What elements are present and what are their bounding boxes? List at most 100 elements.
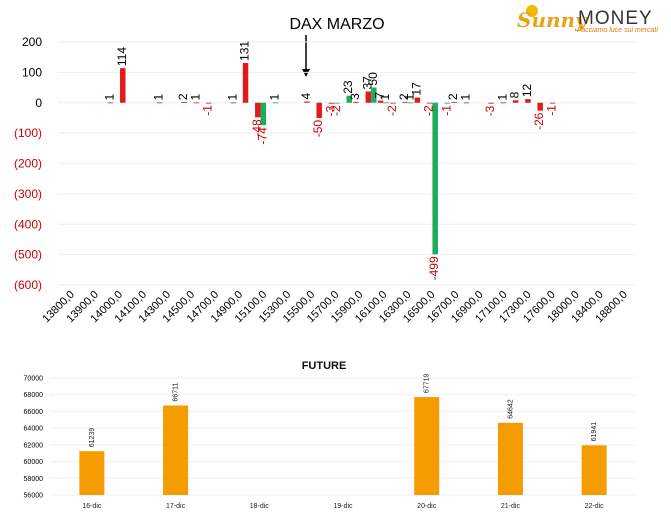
- bar: [414, 97, 421, 103]
- data-label: 131: [238, 41, 252, 61]
- y-tick-label: (500): [14, 248, 42, 262]
- bar: [156, 102, 163, 104]
- x-tick-label: 19-dic: [333, 503, 353, 510]
- bar: [426, 102, 433, 104]
- bar: [255, 102, 261, 118]
- bar: [581, 445, 607, 495]
- data-label: 23: [341, 80, 355, 94]
- bar: [407, 102, 414, 104]
- data-label: 1: [102, 93, 116, 100]
- y-tick-label: 200: [22, 35, 42, 49]
- bar: [390, 102, 396, 104]
- data-label: -2: [422, 105, 436, 116]
- y-tick-label: 64000: [24, 426, 44, 433]
- bar: [365, 91, 372, 103]
- bar: [537, 102, 543, 111]
- data-label: 4: [299, 93, 313, 100]
- y-tick-label: 68000: [24, 392, 44, 399]
- bar: [334, 102, 340, 104]
- data-label: 2: [446, 93, 460, 100]
- data-label: 12: [520, 83, 534, 97]
- data-label: 61941: [591, 422, 598, 442]
- data-label: 7: [373, 92, 387, 99]
- bar: [451, 102, 457, 103]
- x-tick-label: 18-dic: [250, 503, 270, 510]
- y-tick-label: (400): [14, 217, 42, 231]
- bar: [120, 68, 126, 103]
- future-chart-title: FUTURE: [302, 360, 347, 372]
- data-label: 3: [348, 93, 362, 100]
- data-label: 2: [397, 93, 411, 100]
- y-tick-label: (300): [14, 187, 42, 201]
- data-label: -74: [255, 127, 269, 145]
- data-label: 1: [188, 93, 202, 100]
- y-tick-label: 66000: [24, 409, 44, 416]
- data-label: -1: [201, 105, 215, 116]
- bar: [328, 102, 335, 104]
- data-label: -499: [427, 256, 441, 280]
- data-label: -3: [323, 105, 337, 116]
- data-label: 1: [152, 93, 166, 100]
- bar: [383, 102, 389, 104]
- y-tick-label: 58000: [24, 476, 44, 483]
- data-label: 66711: [173, 382, 180, 401]
- logo-tagline: Facciamo luce sui mercati: [577, 27, 658, 34]
- data-label: -2: [329, 105, 343, 116]
- y-tick-label: 62000: [24, 442, 44, 449]
- bar: [272, 102, 279, 104]
- data-label: -48: [250, 119, 264, 137]
- bar: [346, 95, 352, 103]
- data-label: -3: [483, 105, 497, 116]
- y-tick-label: (600): [14, 278, 42, 292]
- y-tick-label: 0: [35, 96, 42, 110]
- bar: [497, 422, 523, 495]
- x-tick-label: 16-dic: [82, 503, 102, 510]
- future-bars: [79, 397, 607, 495]
- y-tick-label: (200): [14, 157, 42, 171]
- bar: [230, 102, 237, 104]
- data-label: -2: [385, 105, 399, 116]
- data-label: 1: [268, 93, 282, 100]
- data-label: 67719: [424, 373, 431, 393]
- bar: [79, 451, 105, 495]
- data-label: 8: [508, 91, 522, 98]
- main-y-axis: 200 100 0 (100) (200) (300) (400) (500) (600): [14, 35, 42, 292]
- data-label: 1: [225, 93, 239, 100]
- bar: [107, 102, 114, 104]
- bar: [371, 87, 377, 103]
- future-gridlines: [50, 377, 636, 496]
- bar: [163, 405, 189, 495]
- bar: [242, 62, 249, 103]
- bar: [525, 99, 531, 103]
- logo-word-sunny: Sunny: [517, 8, 588, 32]
- bar: [377, 100, 384, 103]
- data-label: -26: [532, 112, 546, 130]
- sun-icon: [526, 5, 538, 17]
- title-arrow: [302, 35, 310, 77]
- bar: [549, 102, 556, 104]
- x-tick-label: 21-dic: [501, 503, 521, 510]
- bar: [353, 101, 359, 103]
- main-chart-title: DAX MARZO: [289, 16, 384, 33]
- data-label: 1: [459, 93, 473, 100]
- sunny-money-logo: Sunny MONEY Facciamo luce sui mercati: [517, 5, 658, 34]
- data-label: 64642: [507, 399, 514, 419]
- y-tick-label: 56000: [24, 493, 44, 500]
- y-tick-label: 100: [22, 65, 42, 79]
- data-label: 17: [409, 82, 423, 96]
- logo-word-money: MONEY: [578, 8, 653, 29]
- x-tick-label: 17-dic: [166, 503, 186, 510]
- bar: [402, 102, 408, 103]
- future-data-labels: 61239 66711 67719 64642 61941: [89, 373, 598, 447]
- data-label: -1: [544, 105, 558, 116]
- bar: [205, 102, 212, 104]
- data-label: -1: [439, 105, 453, 116]
- main-x-axis: 13800,013900,014000,014100,014300,014500…: [40, 289, 630, 326]
- data-label: 1: [403, 93, 417, 100]
- x-tick-label: 22-dic: [585, 503, 605, 510]
- bar: [463, 102, 470, 104]
- bar: [260, 102, 267, 126]
- data-label: 50: [366, 72, 380, 86]
